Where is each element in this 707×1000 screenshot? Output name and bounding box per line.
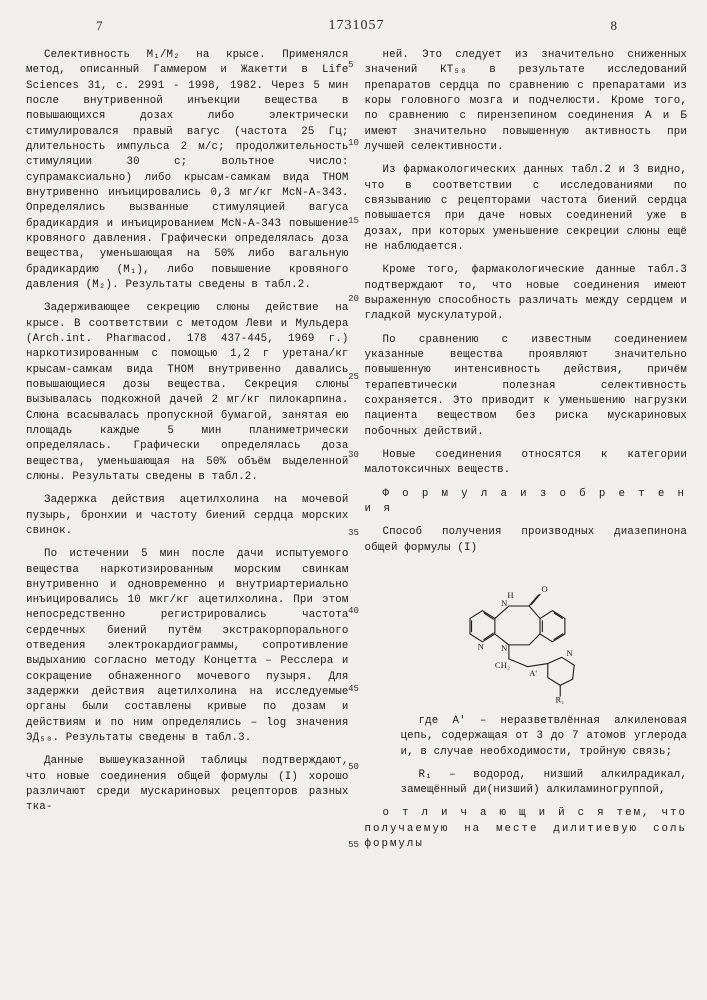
definition-A: где A' – неразветвлённая алкиленовая цеп… [365, 714, 688, 760]
chemical-structure-diagram: H O N N N N CH₂ A' R₁ [446, 564, 606, 704]
chem-label-R1: R₁ [555, 694, 564, 704]
document-number: 1731057 [329, 18, 385, 34]
line-number: 35 [348, 528, 359, 538]
definition-R1: R₁ – водород, низший алкилрадикал, замещ… [365, 768, 688, 799]
line-number: 15 [348, 216, 359, 226]
line-number: 40 [348, 606, 359, 616]
paragraph: Задержка действия ацетилхолина на мочево… [26, 493, 349, 539]
paragraph: Задерживающее секрецию слюны действие на… [26, 301, 349, 485]
line-number: 5 [348, 60, 359, 70]
paragraph: ней. Это следует из значительно сниженны… [365, 48, 688, 155]
line-number: 50 [348, 762, 359, 772]
page-header: 7 1731057 8 [26, 18, 687, 42]
page-number-left: 7 [96, 18, 103, 34]
line-number: 20 [348, 294, 359, 304]
paragraph: Селективность М₁/М₂ на крысе. Применялся… [26, 48, 349, 293]
line-number: 30 [348, 450, 359, 460]
page-number-right: 8 [611, 18, 618, 34]
document-page: 7 1731057 8 5 10 15 20 25 30 35 40 45 50… [0, 0, 707, 1000]
chem-label-O: O [541, 584, 547, 594]
right-column: ней. Это следует из значительно сниженны… [365, 48, 688, 860]
chem-label-A: A' [529, 668, 537, 678]
paragraph: По истечении 5 мин после дачи испытуемог… [26, 547, 349, 746]
chem-label-N: N [501, 643, 507, 653]
line-number: 55 [348, 840, 359, 850]
formula-heading: Ф о р м у л а и з о б р е т е н и я [365, 487, 688, 518]
paragraph: Новые соединения относятся к категории м… [365, 448, 688, 479]
line-number: 10 [348, 138, 359, 148]
left-column: Селективность М₁/М₂ на крысе. Применялся… [26, 48, 349, 860]
line-number: 25 [348, 372, 359, 382]
paragraph: Кроме того, фармакологические данные таб… [365, 263, 688, 324]
line-number: 45 [348, 684, 359, 694]
chem-label-N: N [566, 648, 572, 658]
paragraph: Из фармакологических данных табл.2 и 3 в… [365, 163, 688, 255]
chem-label-H: H [507, 590, 513, 600]
paragraph: По сравнению с известным соединением ука… [365, 333, 688, 440]
chem-label-N: N [478, 641, 484, 651]
paragraph: Способ получения производных диазепинона… [365, 525, 688, 556]
claim-clause: о т л и ч а ю щ и й с я тем, что получае… [365, 806, 688, 852]
chem-label-CH2: CH₂ [495, 660, 510, 670]
line-number-gutter: 5 10 15 20 25 30 35 40 45 50 55 [348, 60, 359, 850]
paragraph: Данные вышеуказанной таблицы подтверждаю… [26, 754, 349, 815]
chem-label-N: N [501, 598, 507, 608]
